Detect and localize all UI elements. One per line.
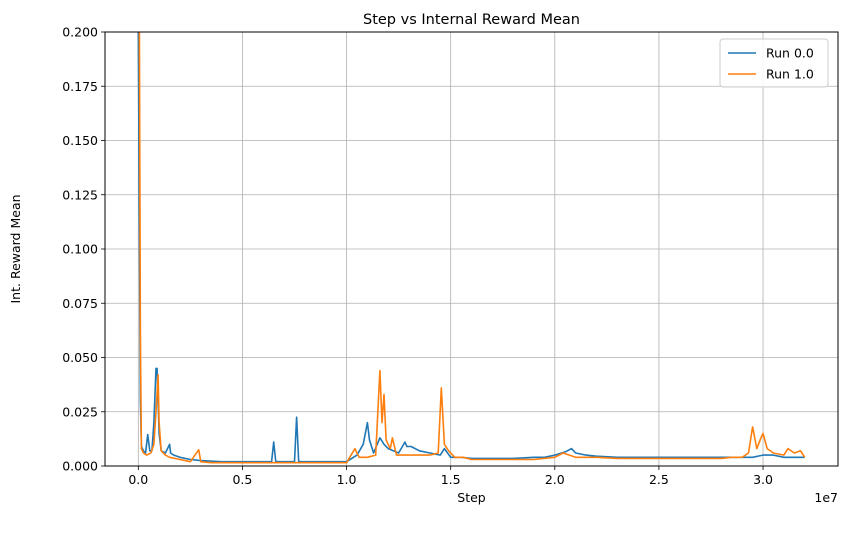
y-tick-label: 0.050 bbox=[62, 350, 98, 365]
x-tick-label: 1.5 bbox=[441, 472, 461, 487]
x-axis-ticks: 0.0 0.5 1.0 1.5 2.0 2.5 3.0 bbox=[128, 466, 773, 487]
x-tick-label: 3.0 bbox=[753, 472, 773, 487]
legend-entry-label: Run 0.0 bbox=[766, 46, 814, 61]
y-axis-label: Int. Reward Mean bbox=[8, 194, 23, 303]
y-tick-label: 0.000 bbox=[62, 459, 98, 474]
x-axis-offset-label: 1e7 bbox=[814, 490, 838, 505]
y-axis-ticks: 0.000 0.025 0.050 0.075 0.100 0.125 0.150 0.175… bbox=[62, 25, 105, 474]
y-tick-label: 0.125 bbox=[62, 187, 98, 202]
x-axis-label: Step bbox=[457, 490, 486, 505]
legend-frame bbox=[719, 38, 829, 88]
chart-title: Step vs Internal Reward Mean bbox=[363, 12, 580, 28]
y-tick-label: 0.075 bbox=[62, 296, 98, 311]
x-tick-label: 2.0 bbox=[545, 472, 565, 487]
y-tick-label: 0.100 bbox=[62, 242, 98, 257]
x-tick-label: 0.0 bbox=[128, 472, 148, 487]
y-tick-label: 0.175 bbox=[62, 79, 98, 94]
y-tick-label: 0.200 bbox=[62, 25, 98, 40]
legend: Run 0.0 Run 1.0 bbox=[719, 38, 829, 88]
y-tick-label: 0.025 bbox=[62, 404, 98, 419]
x-tick-label: 1.0 bbox=[337, 472, 357, 487]
legend-entry-label: Run 1.0 bbox=[766, 67, 814, 82]
series-layer bbox=[137, 32, 806, 464]
x-tick-label: 2.5 bbox=[649, 472, 669, 487]
series-line-2 bbox=[138, 32, 806, 464]
x-tick-label: 0.5 bbox=[232, 472, 252, 487]
y-tick-label: 0.150 bbox=[62, 133, 98, 148]
